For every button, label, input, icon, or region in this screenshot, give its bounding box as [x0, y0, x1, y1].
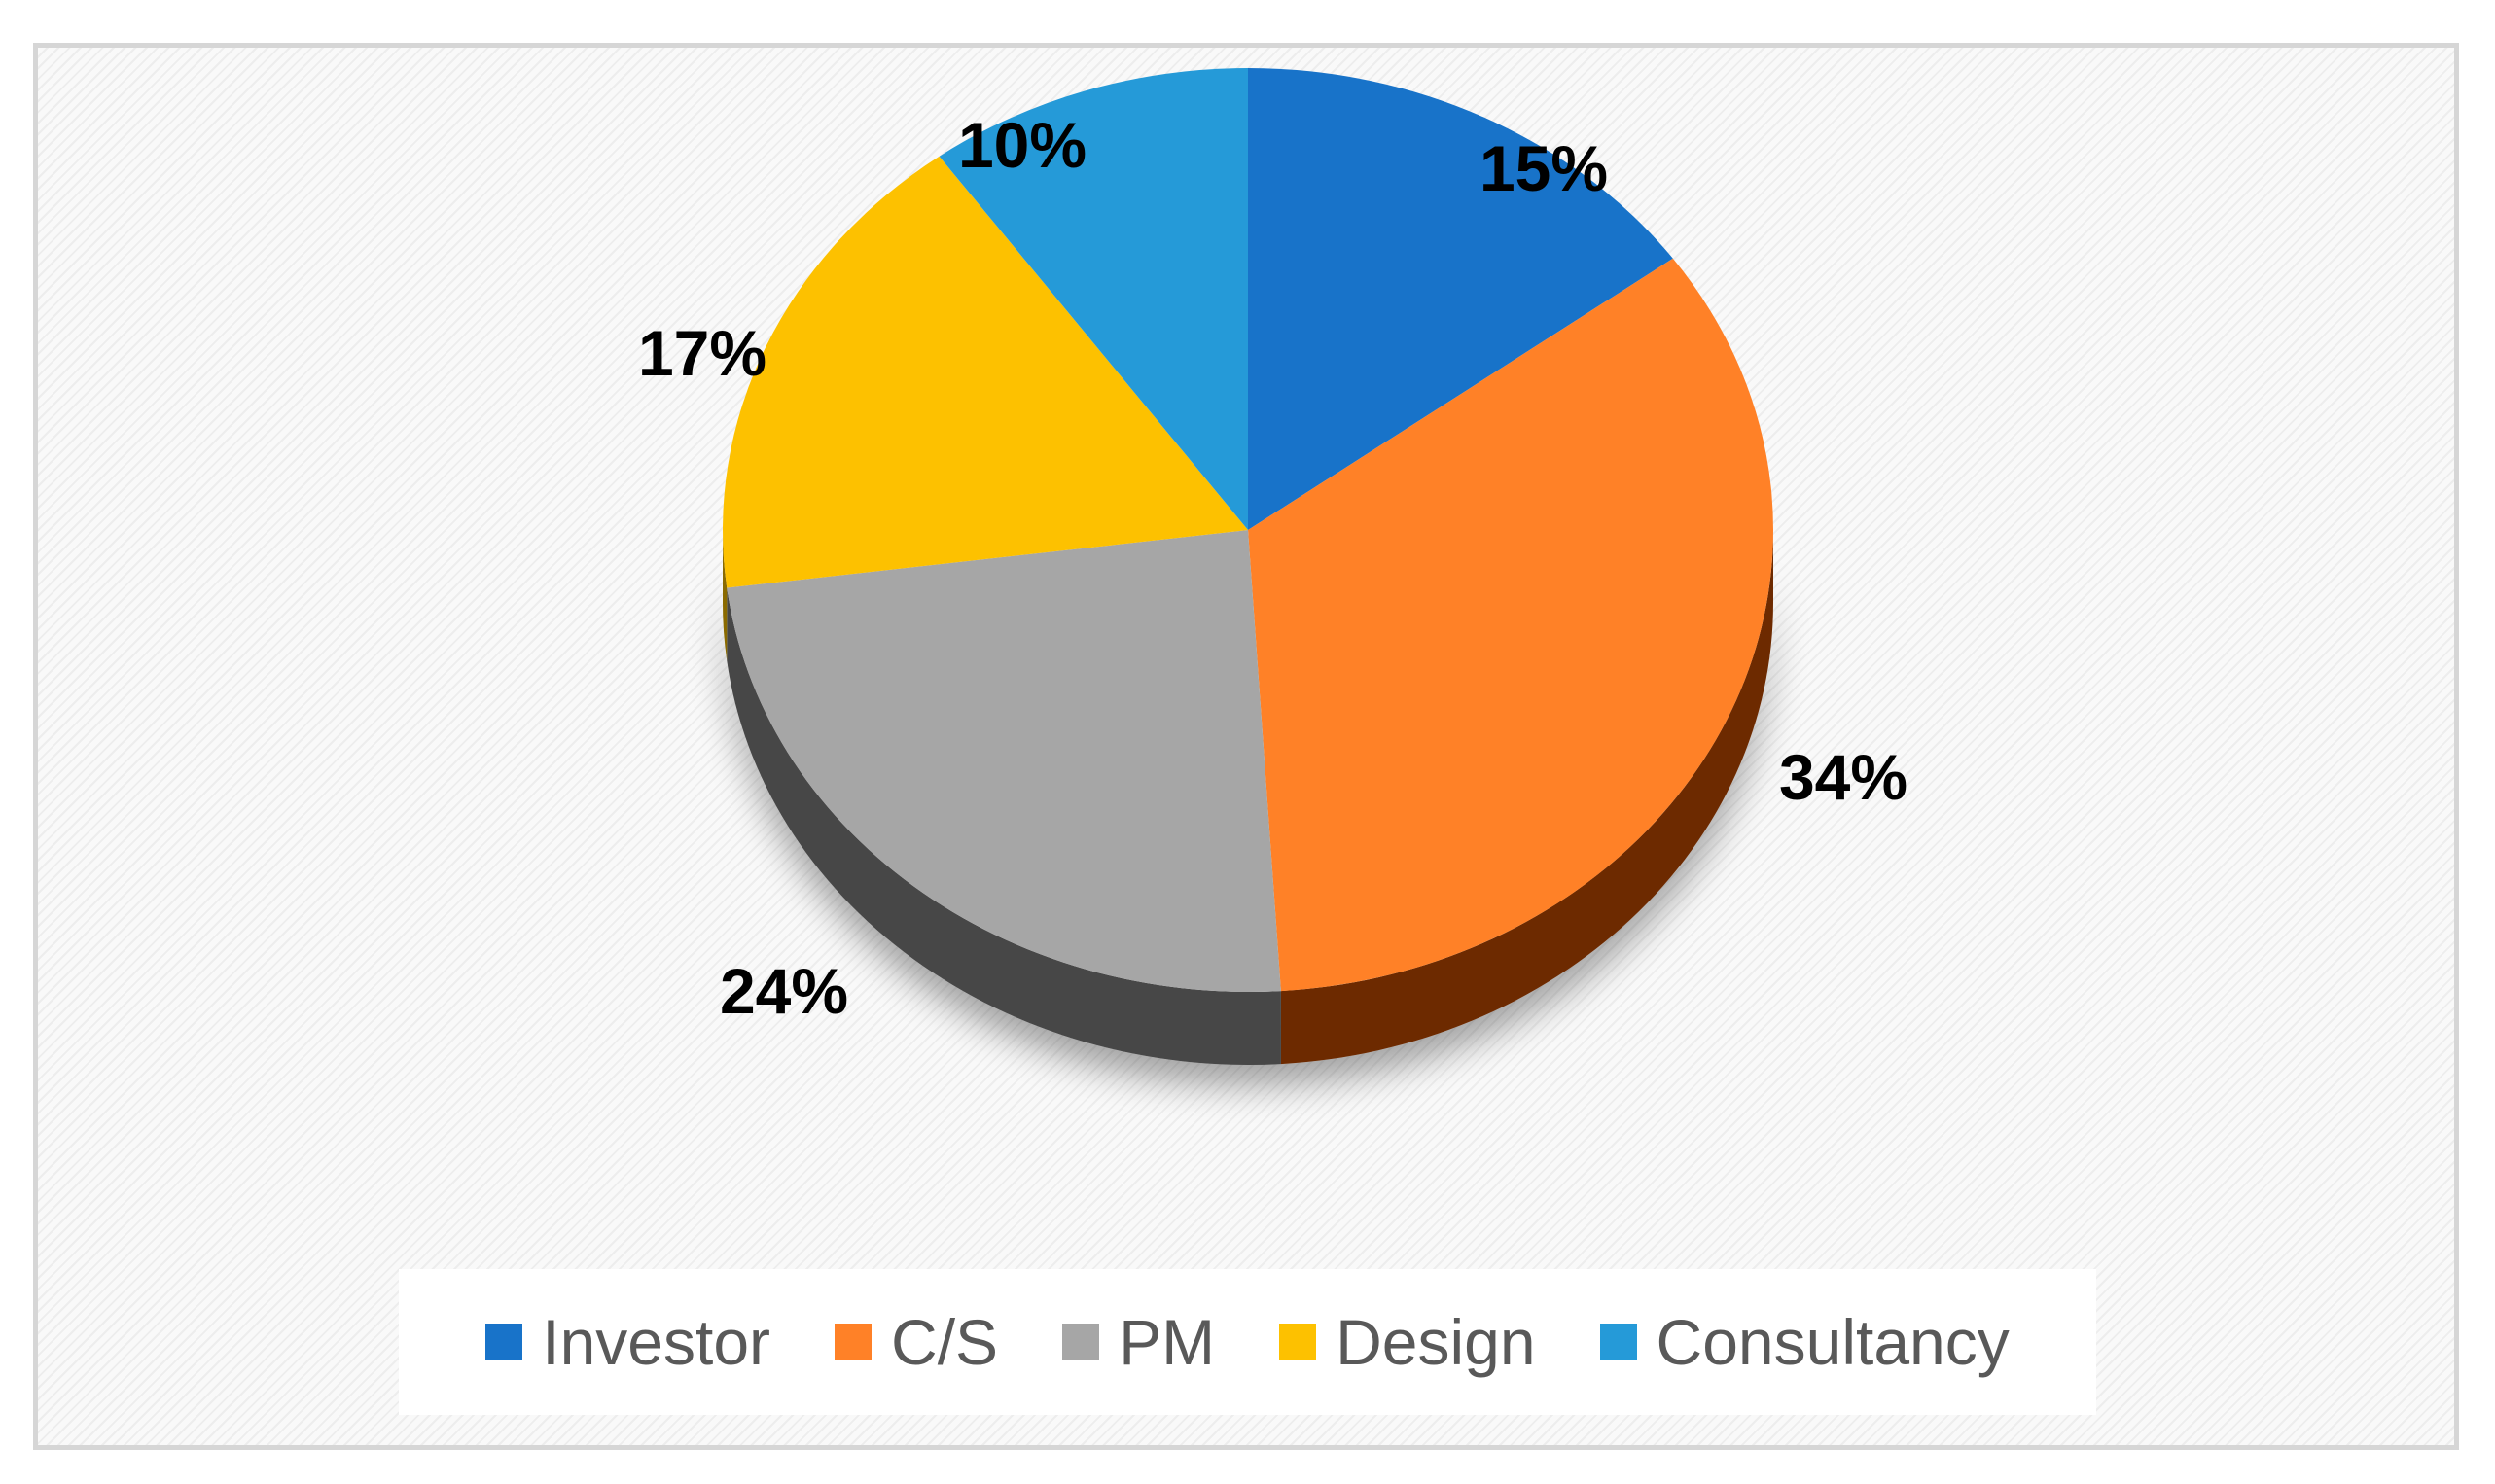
legend-swatch-pm	[1062, 1324, 1100, 1360]
legend-item-consultancy: Consultancy	[1599, 1305, 2010, 1379]
legend-label-investor: Investor	[542, 1306, 771, 1378]
legend-label-design: Design	[1336, 1306, 1536, 1378]
data-label-consultancy: 10%	[958, 109, 1087, 181]
pie-slice-side-c-s	[1280, 530, 1773, 1065]
legend-swatch-investor	[485, 1324, 523, 1360]
pie-top-layer	[723, 68, 1773, 992]
pie-side-layer	[723, 530, 1773, 1065]
pie-slice-investor	[1248, 68, 1673, 530]
data-label-design: 17%	[638, 317, 766, 389]
pie-slice-side-design	[723, 530, 728, 661]
pie-slice-design	[723, 156, 1248, 588]
legend-item-pm: PM	[1062, 1305, 1215, 1379]
data-label-c-s: 34%	[1779, 741, 1907, 813]
pie-slice-consultancy	[939, 68, 1248, 530]
legend-swatch-design	[1279, 1324, 1317, 1360]
legend-label-pm: PM	[1119, 1306, 1216, 1378]
legend-label-consultancy: Consultancy	[1656, 1306, 2010, 1378]
data-label-pm: 24%	[720, 955, 848, 1027]
legend-item-design: Design	[1279, 1305, 1536, 1379]
pie-slice-c-s	[1248, 258, 1773, 992]
legend-swatch-c-s	[835, 1324, 873, 1360]
pie-slice-pm	[727, 530, 1281, 992]
pie-label-layer: 15% 34% 24% 17% 10%	[638, 109, 1907, 1027]
legend-item-investor: Investor	[485, 1305, 770, 1379]
legend-label-c-s: C/S	[891, 1306, 999, 1378]
legend-item-c-s: C/S	[835, 1305, 998, 1379]
legend-swatch-consultancy	[1599, 1324, 1637, 1360]
pie-slice-side-pm	[727, 587, 1281, 1065]
legend: Investor C/S PM Design Consultancy	[399, 1269, 2096, 1415]
data-label-investor: 15%	[1479, 132, 1608, 204]
